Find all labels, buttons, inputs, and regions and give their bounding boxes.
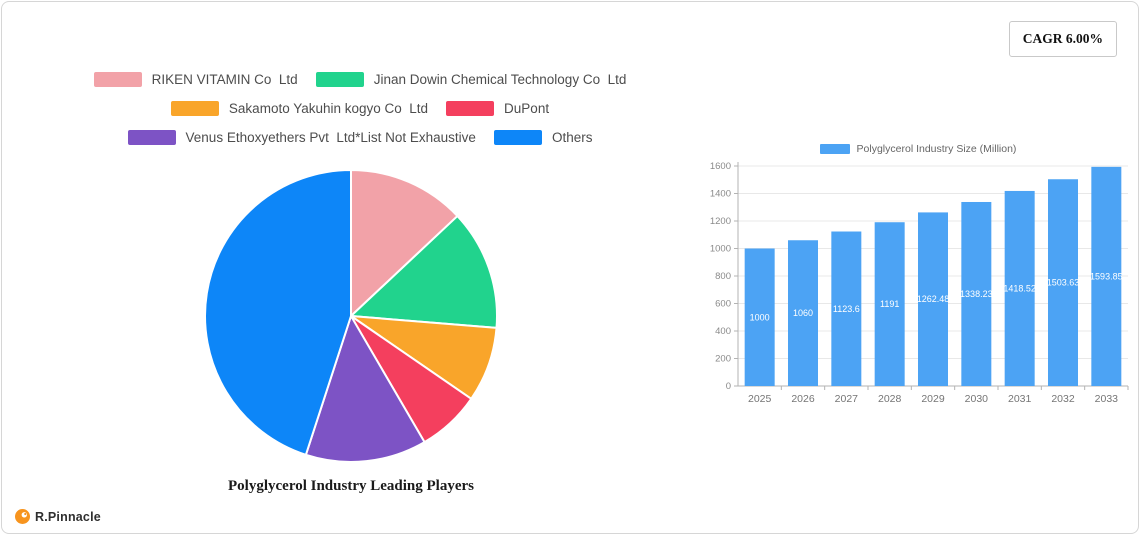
bar-value-label: 1060 (793, 308, 813, 318)
y-axis-tick: 200 (715, 354, 731, 365)
y-axis-tick: 600 (715, 299, 731, 310)
pie-chart-title: Polyglycerol Industry Leading Players (228, 478, 474, 494)
pie-legend: RIKEN VITAMIN Co Ltd Jinan Dowin Chemical… (30, 72, 690, 145)
legend-item-3[interactable]: Sakamoto Yakuhin kogyo Co Ltd (170, 101, 429, 116)
bar-2033[interactable] (1091, 166, 1122, 386)
x-axis-label: 2025 (748, 393, 772, 405)
brand-footer: R.Pinnacle (15, 509, 101, 524)
bar-2026[interactable] (788, 240, 818, 386)
bar-value-label: 1418.52 (1003, 283, 1036, 293)
bar-2031[interactable] (1004, 190, 1035, 386)
bar-2032[interactable] (1048, 179, 1078, 386)
pie-slice-5[interactable] (304, 315, 426, 463)
brand-logo-icon (15, 509, 30, 524)
legend-swatch (493, 130, 542, 145)
x-axis-label: 2032 (1051, 393, 1075, 405)
bar-2030[interactable] (961, 201, 992, 386)
legend-item-5[interactable]: Venus Ethoxyethers Pvt Ltd*List Not Exha… (127, 130, 476, 145)
bar-value-label: 1503.63 (1047, 278, 1080, 288)
bar-value-label: 1593.85 (1090, 271, 1123, 281)
bar-value-label: 1338.23 (960, 289, 993, 299)
pie-chart[interactable] (201, 166, 501, 466)
legend-label: Others (551, 130, 593, 145)
legend-label: RIKEN VITAMIN Co Ltd (151, 72, 298, 87)
x-axis-label: 2027 (835, 393, 859, 405)
bar-2029[interactable] (918, 212, 948, 386)
x-axis-label: 2026 (791, 393, 815, 405)
bar-value-label: 1191 (880, 299, 899, 309)
x-axis-label: 2028 (878, 393, 902, 405)
brand-name: R.Pinnacle (35, 509, 101, 524)
legend-swatch (315, 72, 364, 87)
pie-slice-2[interactable] (350, 215, 498, 329)
legend-label: DuPont (504, 101, 550, 116)
y-axis-tick: 800 (715, 271, 731, 282)
x-axis-label: 2031 (1008, 393, 1032, 405)
bar-chart-block: Polyglycerol Industry Size (Million) 0 20… (702, 143, 1134, 417)
legend-swatch (127, 130, 176, 145)
y-axis-tick: 1200 (710, 216, 731, 227)
bar-legend-swatch (819, 144, 850, 154)
cagr-badge: CAGR 6.00% (1008, 21, 1117, 57)
bar-value-label: 1000 (750, 312, 770, 322)
y-axis-tick: 0 (726, 381, 731, 392)
bar-value-label: 1123.6 (833, 304, 860, 314)
y-axis-tick: 1600 (710, 161, 731, 172)
y-axis-tick: 1400 (710, 189, 731, 200)
legend-swatch (446, 101, 495, 116)
legend-swatch (170, 101, 219, 116)
legend-label: Jinan Dowin Chemical Technology Co Ltd (373, 72, 627, 87)
y-axis-tick: 400 (715, 326, 731, 337)
pie-chart-block: Polyglycerol Industry Leading Players (201, 166, 501, 495)
legend-label: Venus Ethoxyethers Pvt Ltd*List Not Exha… (185, 130, 476, 145)
bar-2028[interactable] (874, 222, 905, 386)
bar-chart[interactable]: 0 200 400 600 800 1000 1200 1400 1600 1000 2025 106… (702, 158, 1134, 412)
cagr-label: CAGR 6.00% (1022, 31, 1103, 46)
bar-2027[interactable] (831, 231, 862, 386)
bar-value-label: 1262.48 (917, 294, 950, 304)
pie-slice-1[interactable] (350, 169, 459, 317)
legend-item-4[interactable]: DuPont (446, 101, 549, 116)
pie-slice-6[interactable] (204, 169, 352, 456)
legend-item-1[interactable]: RIKEN VITAMIN Co Ltd (93, 72, 298, 87)
legend-item-6[interactable]: Others (493, 130, 593, 145)
legend-label: Sakamoto Yakuhin kogyo Co Ltd (228, 101, 429, 116)
bar-2025[interactable] (744, 248, 775, 387)
bar-chart-legend[interactable]: Polyglycerol Industry Size (Million) (702, 143, 1134, 155)
bar-legend-label: Polyglycerol Industry Size (Million) (856, 143, 1017, 155)
legend-swatch (93, 72, 142, 87)
x-axis-label: 2033 (1095, 393, 1119, 405)
x-axis-label: 2030 (965, 393, 989, 405)
y-axis-tick: 1000 (710, 244, 731, 255)
legend-item-2[interactable]: Jinan Dowin Chemical Technology Co Ltd (315, 72, 627, 87)
x-axis-label: 2029 (921, 393, 945, 405)
